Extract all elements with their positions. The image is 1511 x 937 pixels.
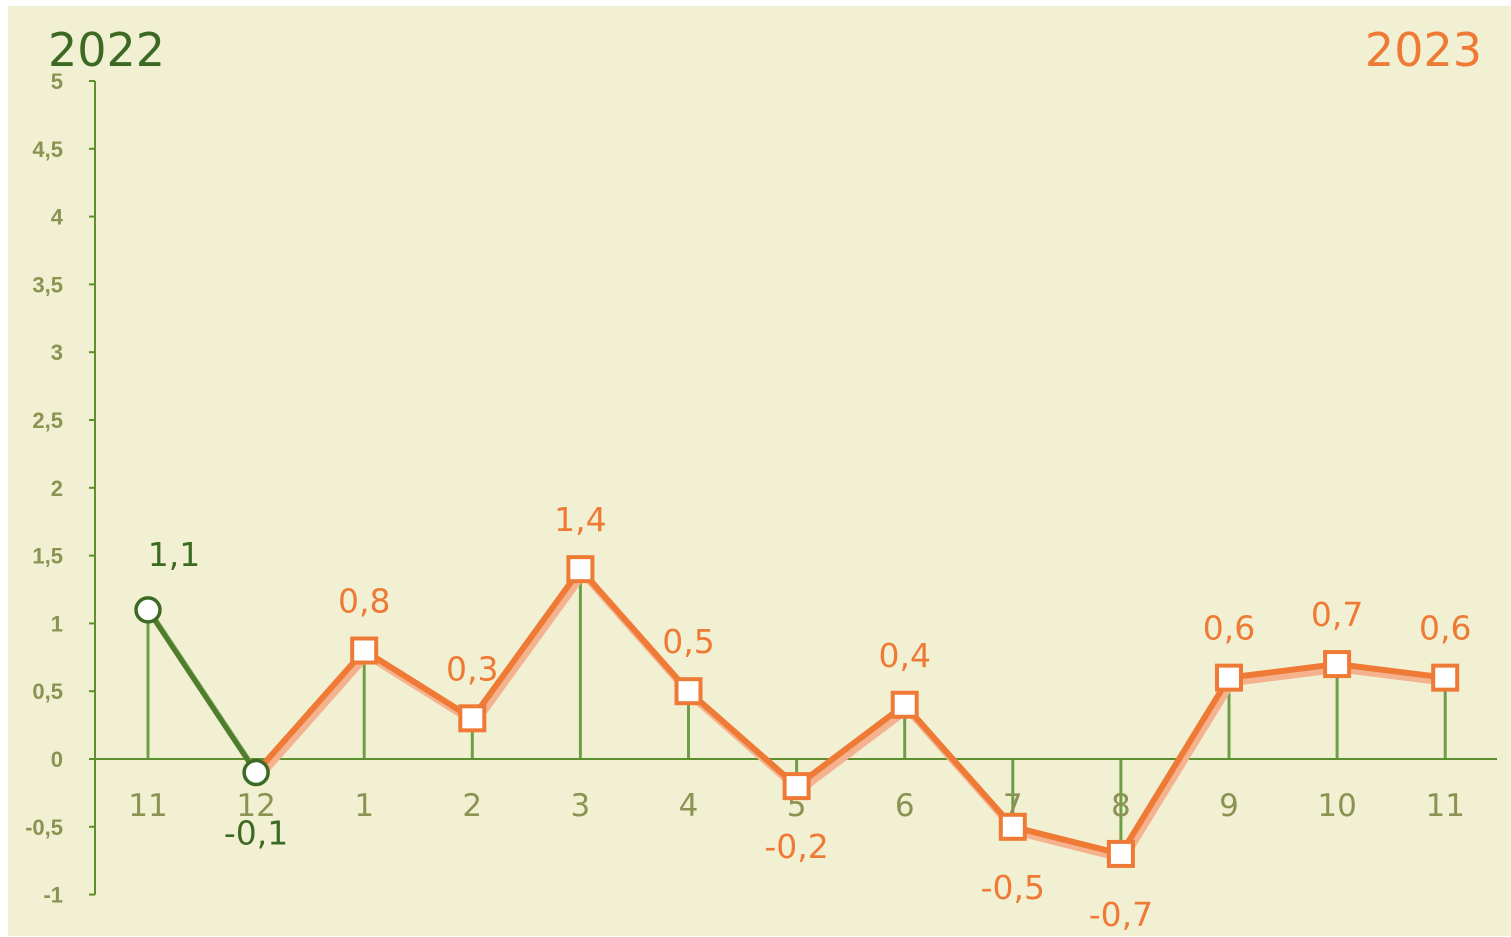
y-tick-label: 4 xyxy=(51,205,64,230)
y-tick-label: 2 xyxy=(51,476,63,501)
data-label: 1,4 xyxy=(554,500,606,539)
data-label: -0,5 xyxy=(981,868,1045,907)
x-tick-label: 11 xyxy=(1425,788,1464,824)
series-2023-marker xyxy=(458,704,487,733)
x-tick-label: 1 xyxy=(354,788,374,824)
series-2023-marker xyxy=(1431,663,1460,692)
data-labels: 1,1 -0,1 0,8 0,3 1,4 0,5 -0,2 0,4 -0,5 -0,7 0,6 0,7… xyxy=(148,500,1472,934)
series-2023-marker xyxy=(1106,839,1135,868)
y-tick-label: 1 xyxy=(51,611,63,636)
y-tick-label: 3 xyxy=(51,340,63,365)
y-tick-label: 4,5 xyxy=(32,137,63,162)
series-2023-marker xyxy=(1323,650,1352,679)
x-tick-label: 12 xyxy=(236,788,275,824)
y-tick-label: -1 xyxy=(43,883,63,908)
data-label: -0,2 xyxy=(764,827,828,866)
y-tick-label: 1,5 xyxy=(32,544,63,569)
y-tick-label: 5 xyxy=(51,69,63,94)
data-label: 0,3 xyxy=(446,649,498,688)
series-2023-marker xyxy=(782,772,811,801)
x-tick-label: 9 xyxy=(1219,788,1239,824)
series-2023-marker xyxy=(674,677,703,706)
x-tick-label: 10 xyxy=(1317,788,1356,824)
x-tick-label: 3 xyxy=(571,788,591,824)
series-lines xyxy=(145,566,1449,863)
x-tick-label: 6 xyxy=(895,788,915,824)
series-2023-marker xyxy=(890,690,919,719)
year-2023-label: 2023 xyxy=(1365,23,1482,77)
data-label: 0,6 xyxy=(1203,609,1255,648)
data-label: 1,1 xyxy=(148,535,200,574)
series-2023-marker xyxy=(350,636,379,665)
data-label: 0,5 xyxy=(662,622,714,661)
y-tick-label: 2,5 xyxy=(32,408,63,433)
data-label: 0,8 xyxy=(338,582,390,621)
x-tick-label: 2 xyxy=(462,788,482,824)
x-tick-label: 11 xyxy=(128,788,167,824)
series-2022-line xyxy=(145,608,259,774)
series-2022-marker xyxy=(242,758,270,787)
year-2022-label: 2022 xyxy=(48,23,165,77)
data-label: -0,1 xyxy=(224,814,288,853)
y-tick-label: -0,5 xyxy=(25,815,63,840)
series-2023-line xyxy=(253,566,1446,857)
y-tick-label: 0 xyxy=(51,747,63,772)
data-label: -0,7 xyxy=(1089,895,1153,934)
x-tick-label: 4 xyxy=(679,788,699,824)
x-tick-label: 8 xyxy=(1111,788,1131,824)
data-label: 0,6 xyxy=(1419,609,1471,648)
series-markers xyxy=(134,555,1460,868)
chart-background xyxy=(8,6,1511,936)
series-2023-marker xyxy=(1215,663,1243,692)
series-2023-marker xyxy=(566,555,595,584)
y-tick-label: 0,5 xyxy=(32,679,63,704)
series-2022-marker xyxy=(134,596,162,624)
y-tick-label: 3,5 xyxy=(32,272,63,297)
data-label: 0,4 xyxy=(878,636,930,675)
series-2023-marker xyxy=(998,812,1027,841)
data-label: 0,7 xyxy=(1311,595,1363,634)
